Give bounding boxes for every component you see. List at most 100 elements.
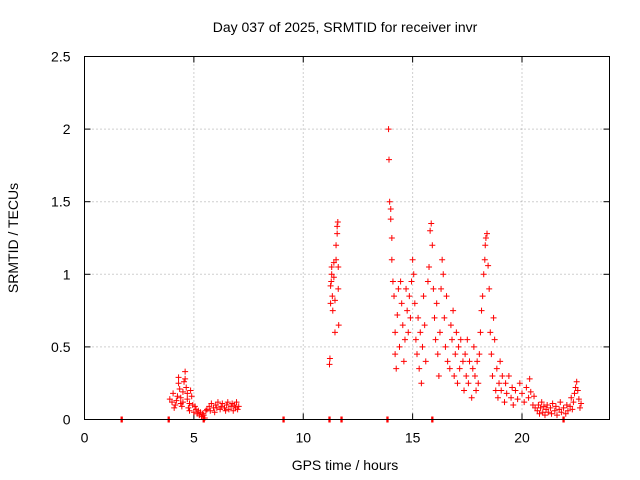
data-point xyxy=(396,343,403,350)
data-point xyxy=(182,375,189,382)
data-point xyxy=(474,358,481,365)
x-tick-label: 20 xyxy=(514,430,530,446)
data-point xyxy=(223,401,230,408)
x-tick-label: 5 xyxy=(190,430,198,446)
data-point xyxy=(509,384,516,391)
data-point xyxy=(222,407,229,414)
data-point xyxy=(401,336,408,343)
data-point xyxy=(512,387,519,394)
data-point xyxy=(558,409,565,416)
data-point xyxy=(569,406,576,413)
data-point xyxy=(183,384,190,391)
data-point xyxy=(516,380,523,387)
data-point xyxy=(331,297,338,304)
data-point xyxy=(408,278,415,285)
data-point xyxy=(521,399,528,406)
data-point xyxy=(199,410,206,417)
data-point xyxy=(406,293,413,300)
data-point xyxy=(523,384,530,391)
data-point xyxy=(173,397,180,404)
x-tick-label: 15 xyxy=(405,430,421,446)
data-point xyxy=(490,314,497,321)
data-point xyxy=(531,393,538,400)
data-point xyxy=(428,220,435,227)
data-point xyxy=(175,374,182,381)
data-point xyxy=(186,400,193,407)
data-point xyxy=(329,293,336,300)
y-tick-label: 2 xyxy=(63,121,71,137)
data-point xyxy=(430,285,437,292)
axis-ticks: 0 5 10 15 20 0 0.5 1 1.5 2 2.5 xyxy=(51,49,610,446)
data-point xyxy=(480,271,487,278)
data-point xyxy=(469,365,476,372)
data-point xyxy=(185,404,192,411)
data-point xyxy=(571,390,578,397)
data-point xyxy=(432,336,439,343)
y-tick-label: 1 xyxy=(63,266,71,282)
data-points xyxy=(118,126,585,423)
data-point xyxy=(177,394,184,401)
data-point xyxy=(545,409,552,416)
data-point xyxy=(326,361,333,368)
data-point xyxy=(537,404,544,411)
data-point xyxy=(570,399,577,406)
data-point xyxy=(440,271,447,278)
data-point xyxy=(444,358,451,365)
data-point xyxy=(419,343,426,350)
data-point xyxy=(505,372,512,379)
data-point xyxy=(484,230,490,237)
data-point xyxy=(502,380,509,387)
data-point xyxy=(454,380,461,387)
data-point xyxy=(488,351,495,358)
data-point xyxy=(397,278,404,285)
data-point xyxy=(179,399,186,406)
data-point xyxy=(327,300,334,307)
data-point xyxy=(486,285,493,292)
plot-frame xyxy=(84,56,610,420)
y-axis-label: SRMTID / TECUs xyxy=(5,183,21,293)
data-point xyxy=(334,230,341,237)
data-point xyxy=(541,412,548,419)
y-tick-label: 2.5 xyxy=(51,49,71,65)
data-point xyxy=(479,293,486,300)
data-point xyxy=(418,380,425,387)
data-point xyxy=(178,403,185,410)
x-tick-label: 0 xyxy=(81,430,89,446)
data-point xyxy=(421,322,428,329)
data-point xyxy=(420,293,427,300)
data-point xyxy=(514,396,521,403)
data-point xyxy=(471,372,478,379)
data-point xyxy=(578,400,585,407)
data-point xyxy=(169,399,175,406)
data-point xyxy=(461,387,468,394)
data-point xyxy=(450,307,457,314)
data-point xyxy=(217,406,224,413)
chart-title: Day 037 of 2025, SRMTID for receiver inv… xyxy=(213,19,478,35)
data-point xyxy=(493,365,500,372)
data-point xyxy=(391,293,398,300)
data-point xyxy=(482,235,489,241)
data-point xyxy=(442,343,449,350)
data-point xyxy=(452,351,459,358)
data-point xyxy=(399,322,406,329)
y-tick-label: 1.5 xyxy=(51,194,71,210)
data-point xyxy=(568,394,575,401)
data-point xyxy=(414,351,420,358)
data-point xyxy=(453,329,460,336)
data-point xyxy=(400,358,407,365)
data-point xyxy=(331,329,338,336)
data-point xyxy=(457,336,464,343)
data-point xyxy=(557,399,564,406)
data-point xyxy=(485,262,492,269)
data-point xyxy=(499,372,506,379)
data-point xyxy=(538,399,545,406)
data-point xyxy=(387,216,394,223)
data-point xyxy=(326,355,333,362)
data-point xyxy=(436,329,443,336)
data-point xyxy=(563,401,570,408)
data-point xyxy=(431,314,438,321)
data-point xyxy=(463,372,470,379)
grid xyxy=(84,56,610,420)
data-point xyxy=(574,387,581,394)
